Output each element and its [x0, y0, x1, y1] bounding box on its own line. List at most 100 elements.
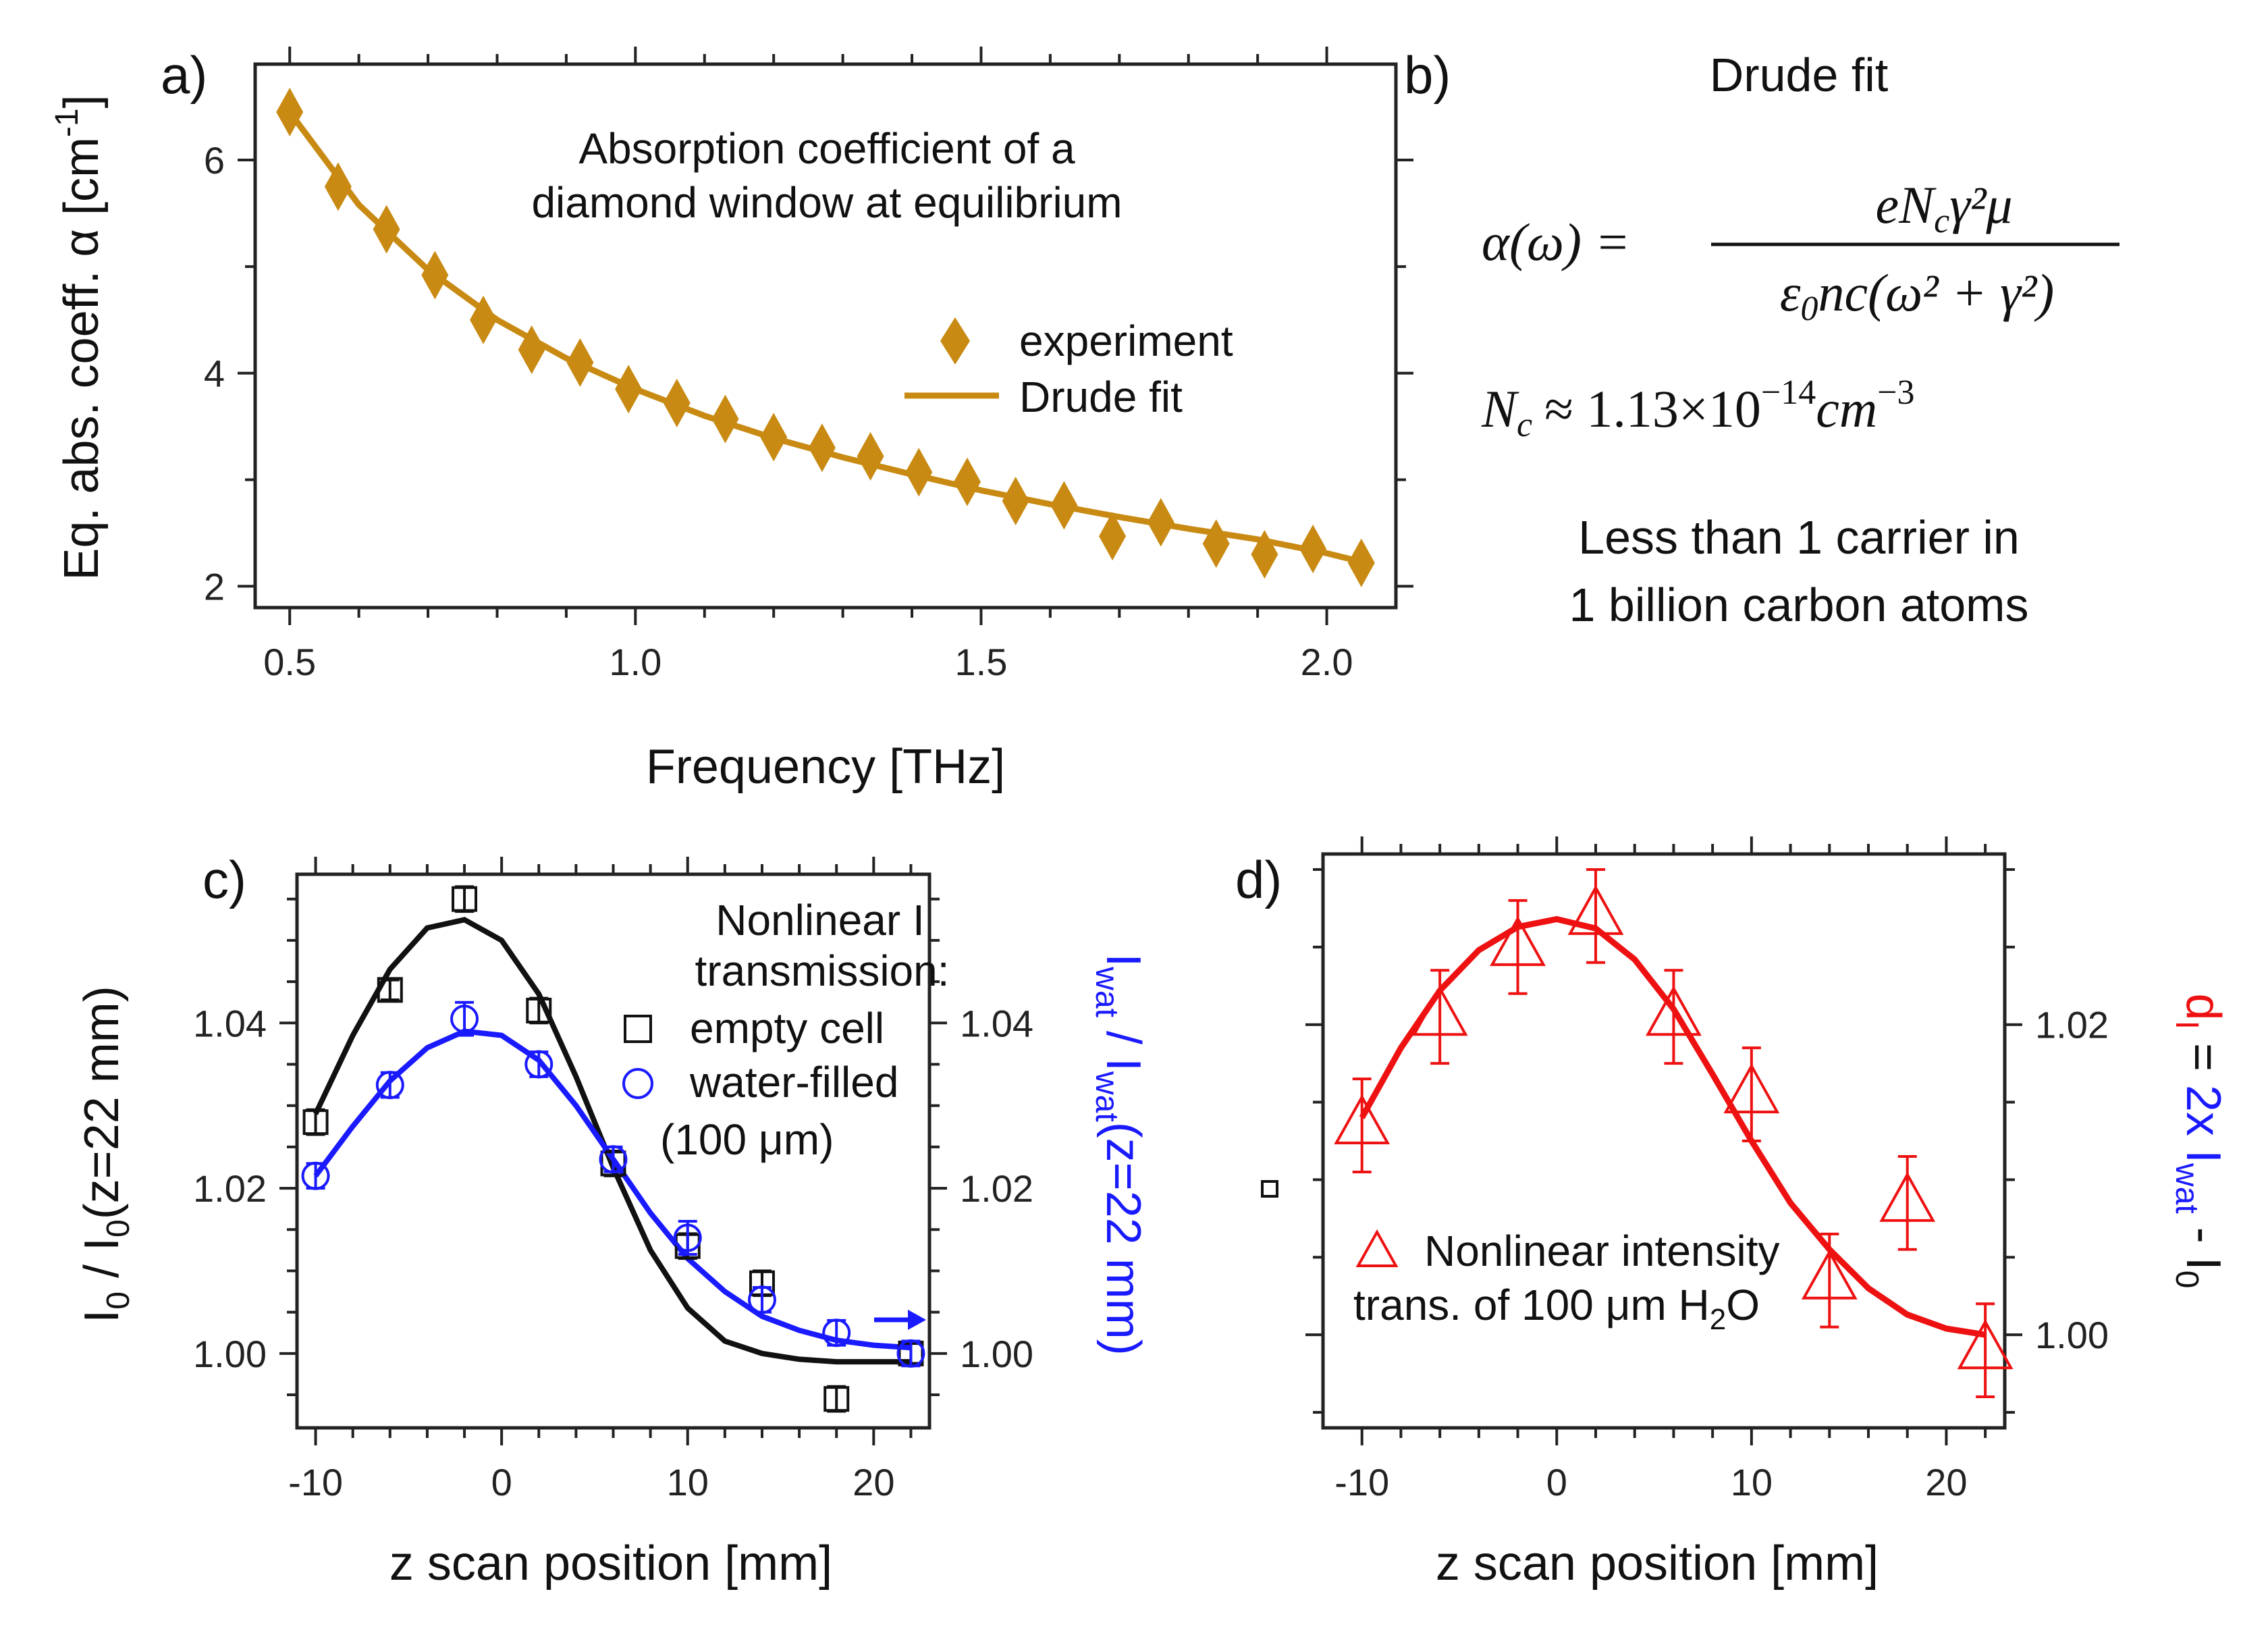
- experiment-diamond-point: [1347, 538, 1375, 587]
- panel-label-a: a): [161, 45, 207, 105]
- water-filled-circle-point: [896, 1339, 925, 1368]
- nc-unit-exp: −3: [1877, 373, 1914, 412]
- legend-square-marker: [624, 1015, 652, 1043]
- experiment-diamond-point: [1299, 525, 1327, 574]
- empty-cell-square-point: [377, 977, 403, 1003]
- stray-square-marker: [1261, 1180, 1278, 1198]
- formula-num-rest: γ²μ: [1949, 176, 2012, 234]
- legend-water-filled: water-filled: [689, 1058, 898, 1106]
- panel-label-c: c): [202, 850, 246, 909]
- chart-c-ylabel: I0 / I0(z=22 mm): [75, 986, 136, 1323]
- formula-numerator: eNcγ²μ: [1875, 176, 2012, 240]
- x-tick-label: 1.5: [955, 641, 1008, 683]
- drude-fit-panel: Drude fit α(ω) = eNcγ²μ ε0nc(ω² + γ²) Nc…: [1481, 49, 2120, 631]
- legend-circle-marker: [622, 1068, 653, 1099]
- chart-a: 0.5 1.0 1.5 2.0 2 4 6 Absorption coefficient o…: [49, 47, 1413, 794]
- legend-water-thickness: trans. of 100 μm H2O: [1353, 1281, 1760, 1336]
- nc-value: ≈ 1.13×10: [1544, 379, 1761, 438]
- legend-triangle-marker: [1355, 1229, 1399, 1267]
- chart-d-y2label-eq: =: [2176, 1030, 2230, 1085]
- x-tick-label: 1.0: [609, 641, 662, 683]
- chart-c-ylabel-sub2: 0: [101, 1219, 136, 1237]
- formula-den-sub: 0: [1800, 290, 1818, 328]
- y2-tick-label: 1.00: [2035, 1314, 2109, 1356]
- chart-c-points: [301, 885, 925, 1413]
- water-triangle-point: [1411, 986, 1468, 1036]
- legend-diamond-marker: [940, 317, 970, 365]
- chart-d-points: [1334, 868, 2014, 1399]
- chart-c-ylabel-sub: 0: [101, 1291, 136, 1310]
- chart-d-xlabel: z scan position [mm]: [1436, 1537, 1879, 1591]
- formula-num-a: eN: [1875, 176, 1937, 234]
- water-filled-circle-point: [450, 1005, 479, 1034]
- experiment-diamond-point: [663, 378, 691, 427]
- water-triangle-point: [1334, 1094, 1390, 1145]
- water-triangle-point: [1723, 1063, 1780, 1114]
- chart-a-ylabel-end: ]: [55, 95, 109, 108]
- chart-c-y2label-i: I: [1096, 953, 1150, 967]
- empty-cell-square-point: [824, 1386, 850, 1412]
- chart-c-ylabel-end: (z=22 mm): [75, 986, 129, 1219]
- y-tick-label: 6: [204, 139, 225, 182]
- experiment-diamond-point: [566, 338, 594, 387]
- chart-d-ticks: -10 0 10 20 1.00 1.02: [1305, 836, 2109, 1503]
- experiment-diamond-point: [1202, 519, 1230, 568]
- chart-c-y2label-sub2: wat: [1089, 1071, 1125, 1122]
- y2-tick-label: 1.02: [960, 1167, 1033, 1210]
- chart-a-xlabel: Frequency [THz]: [646, 740, 1005, 794]
- water-triangle-point: [1646, 986, 1702, 1036]
- chart-d-y2label-rest-sub: 0: [2169, 1271, 2205, 1289]
- experiment-diamond-point: [711, 394, 739, 444]
- chart-c: -10 0 10 20 1.00 1.00 1.02 1.02 1.04 1.04 Nonline…: [75, 857, 1150, 1591]
- legend-drude-fit: Drude fit: [1019, 373, 1183, 421]
- experiment-diamond-point: [1050, 481, 1078, 530]
- x-tick-label: 2.0: [1301, 641, 1353, 683]
- chart-a-ticks: 0.5 1.0 1.5 2.0 2 4 6: [204, 47, 1413, 683]
- x-tick-label: 20: [853, 1461, 894, 1503]
- legend-water-thickness-b: O: [1726, 1281, 1760, 1329]
- chart-c-y2label: Iwat / Iwat(z=22 mm): [1089, 953, 1150, 1355]
- empty-cell-square-point: [302, 1109, 329, 1136]
- chart-a-frame: [253, 62, 1398, 610]
- chart-d-frame: [1321, 852, 2007, 1430]
- water-filled-circle-point: [673, 1223, 702, 1252]
- chart-a-ylabel: Eq. abs. coeff. α [cm-1]: [49, 95, 109, 580]
- legend-nonlinear-intensity: Nonlinear intensity: [1424, 1227, 1780, 1275]
- empty-cell-square-point: [452, 886, 478, 912]
- nc-symbol: N: [1481, 379, 1519, 438]
- experiment-diamond-point: [421, 250, 449, 300]
- experiment-points: [276, 88, 1375, 587]
- chart-c-y2label-sub: wat: [1089, 966, 1125, 1017]
- experiment-diamond-point: [518, 325, 545, 375]
- water-triangle-point: [1567, 884, 1624, 935]
- experiment-diamond-point: [324, 162, 352, 211]
- water-triangle-point: [1879, 1171, 1936, 1222]
- water-filled-circle-point: [822, 1318, 851, 1348]
- chart-d-y2label-blue-sub: wat: [2169, 1163, 2205, 1214]
- carrier-density: Nc ≈ 1.13×10−14cm−3: [1481, 373, 1915, 444]
- carrier-note-line-1: Less than 1 carrier in: [1578, 511, 2020, 564]
- chart-c-y2label-end: (z=22 mm): [1096, 1122, 1150, 1356]
- chart-d-y2label-blue: 2x I: [2176, 1085, 2230, 1163]
- water-filled-circle-point: [747, 1285, 776, 1314]
- water-filled-circle-point: [524, 1050, 554, 1079]
- nc-exponent: −14: [1761, 373, 1816, 412]
- formula-num-sub: c: [1934, 202, 1949, 240]
- y-tick-label: 2: [204, 565, 225, 608]
- x-tick-label: 0: [491, 1461, 512, 1503]
- chart-c-ylabel-i: I: [75, 1310, 129, 1323]
- experiment-diamond-point: [1099, 512, 1127, 561]
- chart-c-ylabel-mid: / I: [75, 1237, 129, 1291]
- chart-c-ticks: -10 0 10 20 1.00 1.00 1.02 1.02 1.04 1.04: [193, 857, 1033, 1503]
- experiment-diamond-point: [615, 365, 643, 414]
- empty-cell-square-point: [526, 997, 552, 1023]
- experiment-diamond-point: [953, 457, 981, 506]
- water-filled-circle-point: [375, 1071, 404, 1100]
- y-tick-label: 1.00: [193, 1333, 267, 1375]
- y2-tick-label: 1.02: [2035, 1004, 2109, 1046]
- chart-c-xlabel: z scan position [mm]: [389, 1537, 832, 1591]
- y-tick-label: 1.04: [193, 1002, 267, 1044]
- legend-empty-cell: empty cell: [690, 1004, 884, 1052]
- x-tick-label: 0: [1546, 1461, 1567, 1503]
